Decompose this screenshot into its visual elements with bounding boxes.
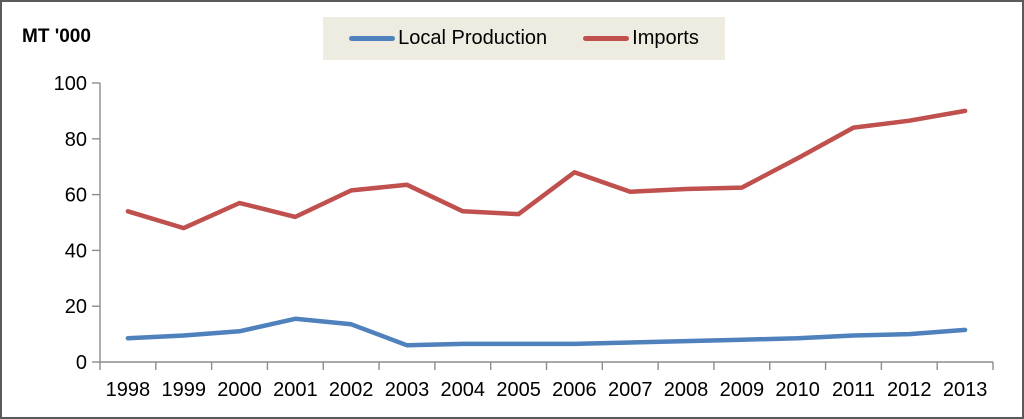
x-tick-label: 2009 [720, 379, 765, 401]
x-tick-label: 2000 [217, 379, 262, 401]
y-tick-label: 40 [65, 240, 87, 262]
legend-label-local-production: Local Production [398, 27, 548, 49]
x-axis: 1998 1999 2000 2001 2002 2003 2004 2005 2006 2007… [99, 361, 994, 401]
legend-swatch-local-production-icon [349, 36, 396, 41]
y-axis-unit-label: MT '000 [22, 26, 91, 47]
x-tick-label: 2011 [832, 379, 875, 401]
x-tick-label: 1998 [106, 379, 151, 401]
x-tick-label: 2013 [943, 379, 988, 401]
x-tick-label: 2003 [385, 379, 430, 401]
x-tick-label: 2002 [329, 379, 374, 401]
legend-label-imports: Imports [632, 27, 699, 49]
x-tick-label: 2005 [496, 379, 541, 401]
x-tick-label: 2006 [552, 379, 597, 401]
x-tick-label: 1999 [161, 379, 206, 401]
x-tick-label: 2010 [775, 379, 820, 401]
y-tick-label: 100 [54, 73, 87, 95]
y-axis: 0 20 40 60 80 100 [54, 73, 101, 374]
series-line-imports [125, 108, 968, 231]
series-line-local-production [125, 316, 968, 348]
x-tick-label: 2008 [664, 379, 709, 401]
legend-item-local-production: Local Production [349, 27, 547, 50]
y-tick-label: 60 [65, 185, 87, 207]
x-tick-label: 2004 [441, 379, 486, 401]
legend-item-imports: Imports [583, 27, 699, 50]
y-tick-label: 80 [65, 129, 87, 151]
x-tick-label: 2007 [608, 379, 653, 401]
legend-swatch-imports-icon [583, 36, 630, 41]
y-tick-label: 20 [65, 296, 87, 318]
x-tick-label: 2012 [887, 379, 932, 401]
y-tick-label: 0 [76, 352, 87, 374]
legend: Local Production Imports [323, 17, 725, 60]
x-tick-label: 2001 [273, 379, 318, 401]
